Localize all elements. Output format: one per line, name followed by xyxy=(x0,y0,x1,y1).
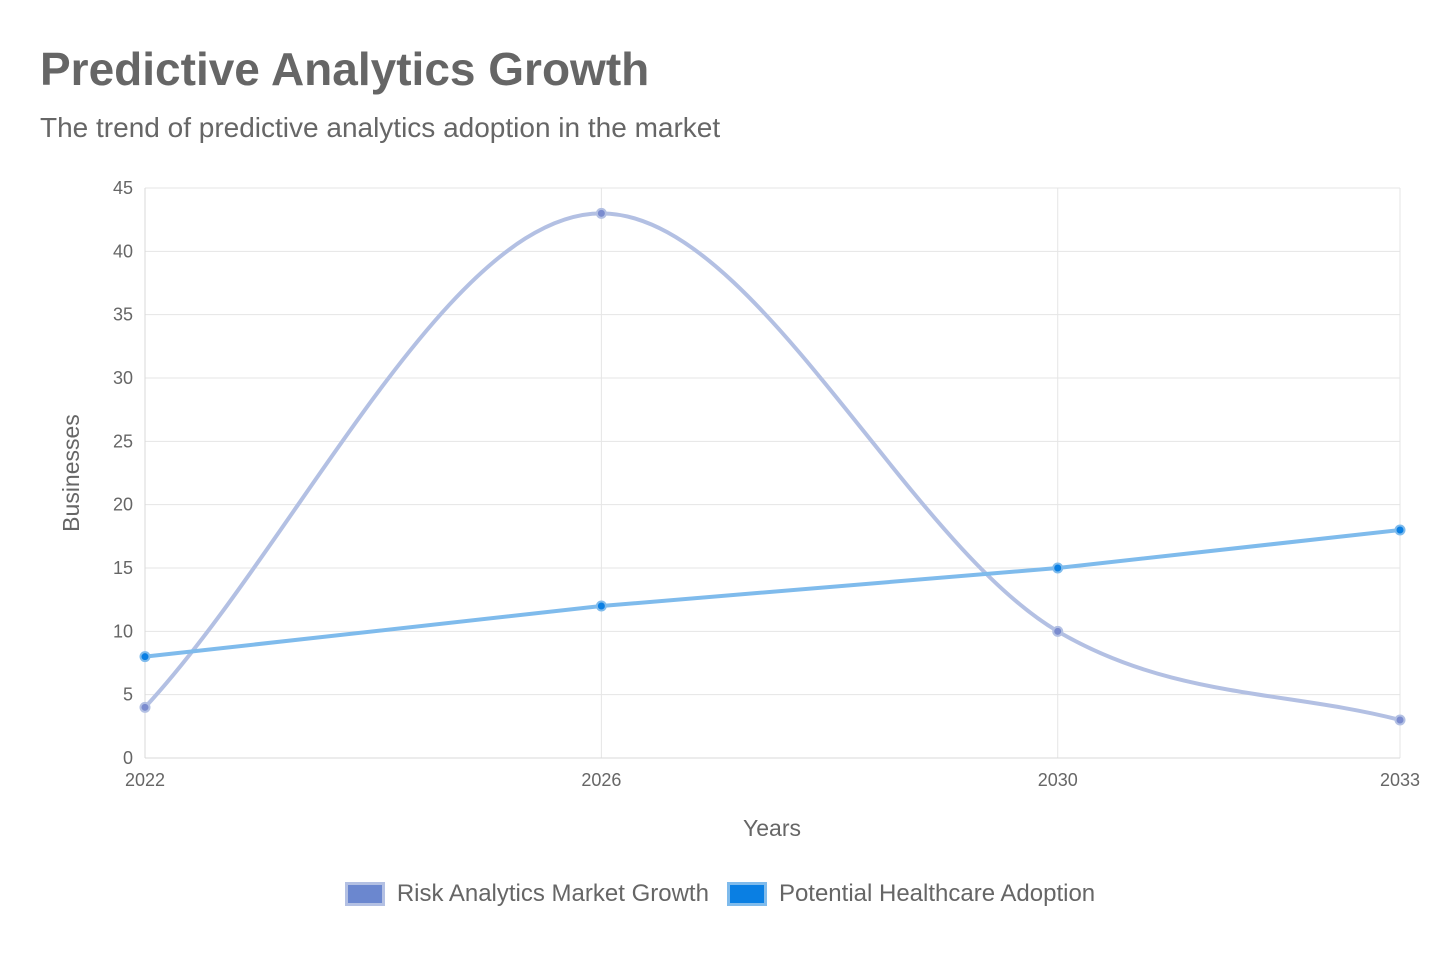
y-tick-label: 10 xyxy=(113,621,133,641)
x-axis-title: Years xyxy=(743,815,801,841)
grid-lines xyxy=(144,187,1401,759)
y-tick-label: 40 xyxy=(113,241,133,261)
y-tick-label: 25 xyxy=(113,431,133,451)
x-tick-label: 2022 xyxy=(125,770,165,790)
series-lines xyxy=(143,211,1401,722)
series-line-1 xyxy=(144,528,1401,659)
data-points xyxy=(139,207,1406,726)
y-tick-label: 0 xyxy=(123,748,133,768)
chart-subtitle: The trend of predictive analytics adopti… xyxy=(40,112,721,143)
data-point[interactable] xyxy=(139,701,151,713)
data-point[interactable] xyxy=(139,651,151,663)
y-tick-label: 5 xyxy=(123,685,133,705)
data-point[interactable] xyxy=(1052,562,1064,574)
chart-title: Predictive Analytics Growth xyxy=(40,43,650,95)
legend-item-healthcare-adoption[interactable]: Potential Healthcare Adoption xyxy=(726,880,1096,908)
x-tick-label: 2033 xyxy=(1380,770,1420,790)
data-point[interactable] xyxy=(1052,625,1064,637)
legend-swatch xyxy=(344,882,385,906)
y-tick-label: 30 xyxy=(113,368,133,388)
y-tick-label: 45 xyxy=(113,178,133,198)
legend-label: Risk Analytics Market Growth xyxy=(396,880,709,907)
y-axis-title: Businesses xyxy=(58,414,84,532)
y-tick-label: 15 xyxy=(113,558,133,578)
legend: Risk Analytics Market Growth Potential H… xyxy=(0,880,1440,908)
data-point[interactable] xyxy=(1394,714,1406,726)
data-point[interactable] xyxy=(1394,524,1406,536)
y-tick-label: 20 xyxy=(113,495,133,515)
y-tick-label: 35 xyxy=(113,305,133,325)
axes: 0 5 10 15 20 25 30 35 40 45 2022 2026 2030 2033 xyxy=(113,178,1420,790)
x-tick-label: 2030 xyxy=(1038,770,1078,790)
legend-label: Potential Healthcare Adoption xyxy=(778,880,1096,907)
series-line-0 xyxy=(143,211,1401,722)
legend-swatch xyxy=(726,882,767,906)
data-point[interactable] xyxy=(595,207,607,219)
legend-item-risk-analytics[interactable]: Risk Analytics Market Growth xyxy=(344,880,709,908)
data-point[interactable] xyxy=(595,600,607,612)
x-tick-label: 2026 xyxy=(581,770,621,790)
